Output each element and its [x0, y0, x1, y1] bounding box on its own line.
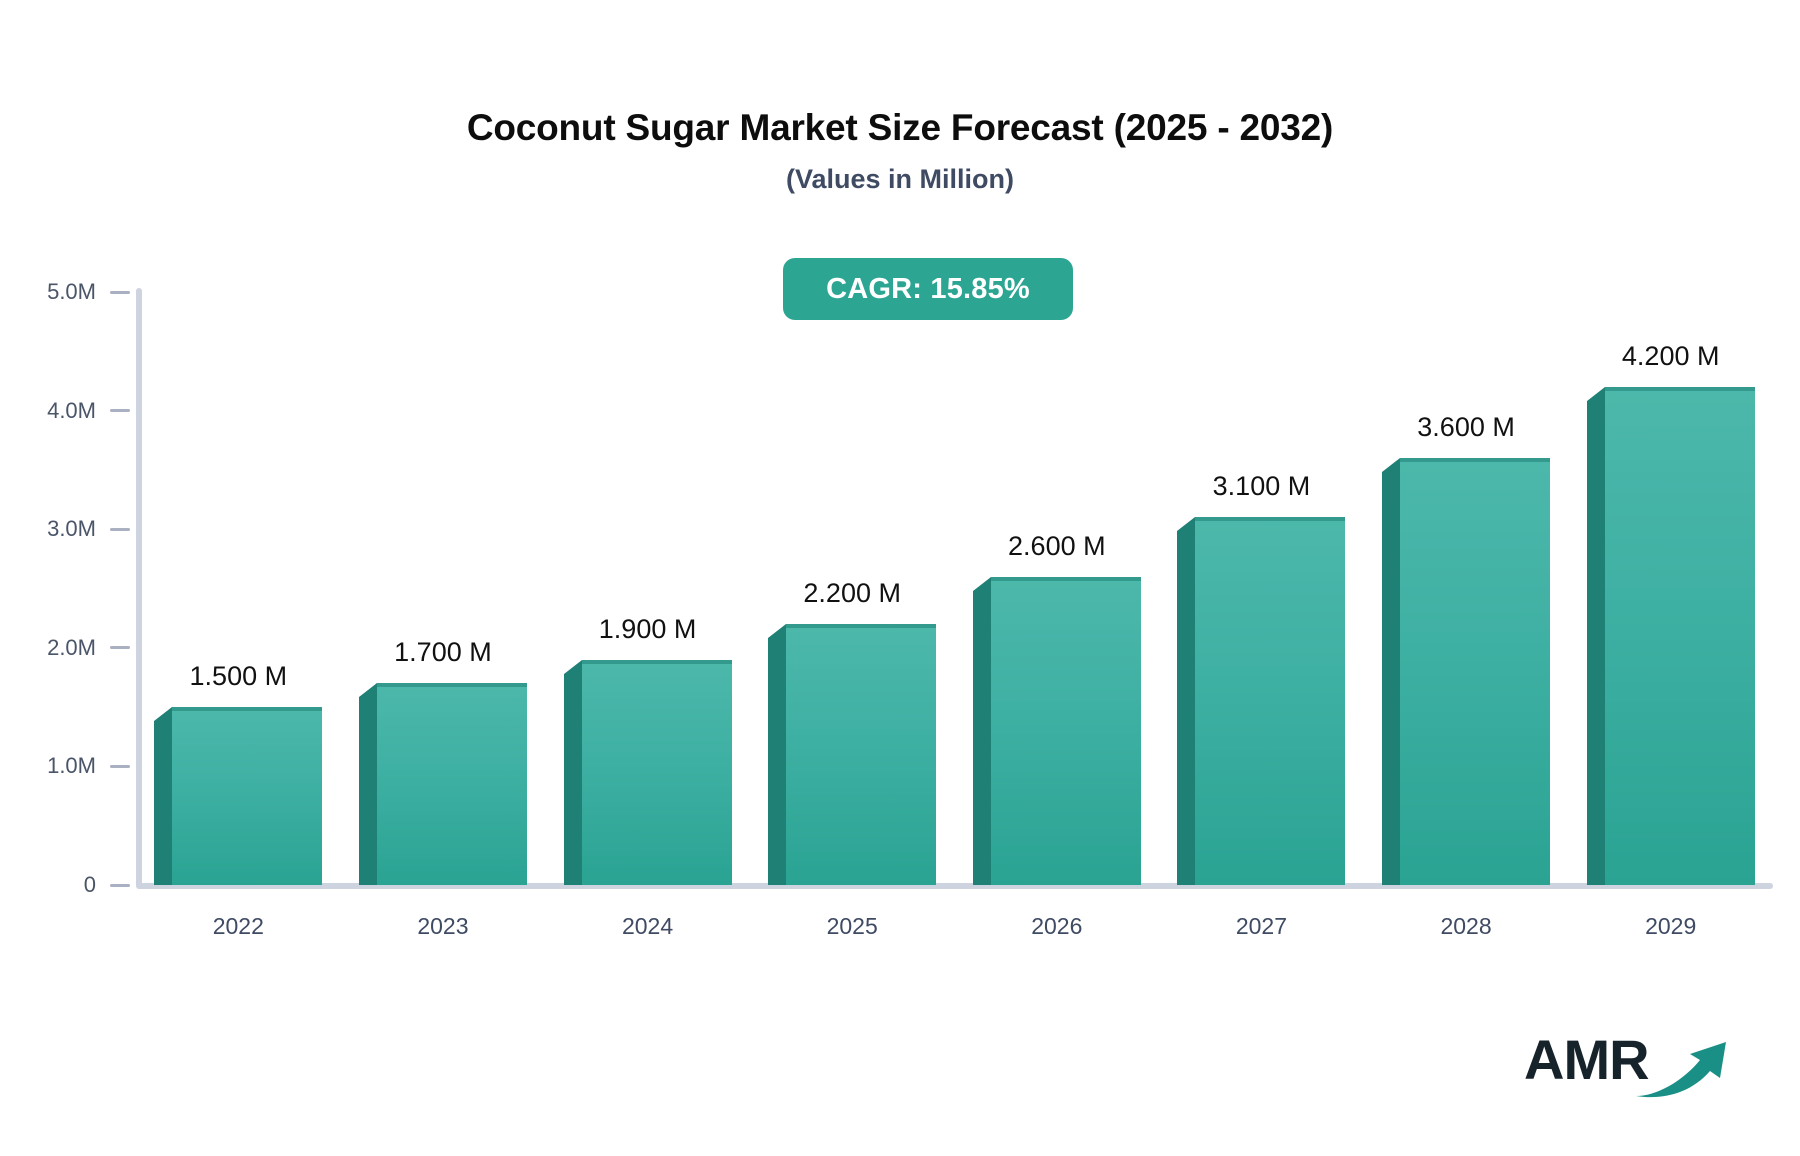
- y-axis-tick: 4.0M: [0, 398, 130, 424]
- bar-value-label: 3.600 M: [1417, 412, 1515, 443]
- bar: [154, 707, 323, 885]
- y-axis-tick-label: 1.0M: [47, 753, 96, 779]
- x-axis-tick-label: 2026: [1031, 913, 1083, 939]
- y-axis-tick-dash: [110, 764, 130, 768]
- y-axis-tick-dash: [110, 527, 130, 531]
- bar: [1586, 386, 1755, 885]
- bar-front-face: [1195, 517, 1346, 885]
- growth-arrow-icon: [1636, 1042, 1726, 1098]
- bar-side-face: [1586, 400, 1605, 885]
- bar-value-label: 3.100 M: [1212, 471, 1311, 502]
- y-axis-tick-dash: [110, 409, 130, 413]
- amr-logo: AMR: [1524, 1028, 1726, 1110]
- y-axis-tick-dash: [110, 883, 130, 887]
- bar-top-chamfer: [154, 707, 173, 722]
- x-axis-tick-label: 2022: [212, 913, 264, 939]
- y-axis-tick: 5.0M: [0, 279, 130, 305]
- page-title: Coconut Sugar Market Size Forecast (2025…: [466, 107, 1334, 148]
- x-axis-tick-label: 2029: [1645, 913, 1697, 939]
- bar-value-label: 1.900 M: [598, 613, 697, 644]
- bar-front-face: [786, 624, 937, 885]
- bar-top-chamfer: [972, 576, 991, 591]
- bar-side-face: [972, 590, 991, 885]
- y-axis-tick-label: 5.0M: [47, 279, 96, 304]
- cagr-badge-label: CAGR: 15.85%: [826, 272, 1030, 305]
- bar-value-label: 2.200 M: [803, 578, 901, 609]
- bar-top-chamfer: [563, 659, 582, 674]
- bar-value-label: 2.600 M: [1008, 530, 1106, 561]
- bar-front-face: [1400, 458, 1551, 885]
- bar-side-face: [768, 638, 787, 885]
- bar-front-face: [1604, 386, 1755, 885]
- bar-value-label: 1.500 M: [189, 661, 288, 692]
- bar: [972, 576, 1141, 885]
- y-axis-tick-label: 3.0M: [47, 516, 96, 542]
- bar-value-label: 1.700 M: [394, 637, 492, 668]
- bar-front-face: [172, 707, 323, 885]
- y-axis-tick: 0: [0, 872, 130, 898]
- y-axis-tick-label: 4.0M: [47, 397, 96, 423]
- bar: [358, 683, 527, 885]
- bar: [563, 659, 732, 885]
- bar-top-chamfer: [358, 683, 377, 698]
- bar-top-chamfer: [1586, 386, 1605, 401]
- y-axis-tick-label: 0: [83, 872, 96, 897]
- bar-front-face: [581, 659, 732, 885]
- bar: [1382, 458, 1551, 885]
- bar: [768, 624, 937, 885]
- bar-top-chamfer: [768, 624, 787, 639]
- x-axis-tick-label: 2024: [621, 913, 674, 939]
- bar-side-face: [358, 697, 377, 885]
- x-axis-line: [136, 883, 1773, 889]
- bar-front-face: [376, 683, 527, 885]
- bar: [1177, 517, 1346, 885]
- bar-top-chamfer: [1177, 517, 1196, 532]
- y-axis-tick-label: 2.0M: [47, 634, 96, 660]
- y-axis-tick-dash: [110, 290, 130, 294]
- chart-subtitle: (Values in Million): [785, 163, 1015, 194]
- y-axis-tick-dash: [110, 646, 130, 650]
- bar-front-face: [990, 576, 1141, 885]
- y-axis-tick: 3.0M: [0, 516, 130, 542]
- y-axis-line: [136, 288, 142, 888]
- bar-top-chamfer: [1382, 458, 1401, 473]
- x-axis-tick-label: 2028: [1440, 913, 1492, 939]
- bar-side-face: [563, 673, 582, 885]
- y-axis-tick: 1.0M: [0, 753, 130, 779]
- x-axis-tick-label: 2023: [417, 913, 469, 939]
- cagr-badge: CAGR: 15.85%: [783, 258, 1073, 320]
- chart-header: Coconut Sugar Market Size Forecast (2025…: [0, 107, 1800, 194]
- bar-side-face: [1382, 472, 1401, 885]
- amr-logo-text: AMR: [1524, 1028, 1650, 1091]
- x-axis-tick-label: 2025: [826, 913, 878, 939]
- x-axis-tick-label: 2027: [1235, 913, 1288, 939]
- bar-value-label: 4.200 M: [1621, 340, 1720, 371]
- bar-side-face: [154, 721, 173, 885]
- y-axis-tick: 2.0M: [0, 635, 130, 661]
- bar-side-face: [1177, 531, 1196, 885]
